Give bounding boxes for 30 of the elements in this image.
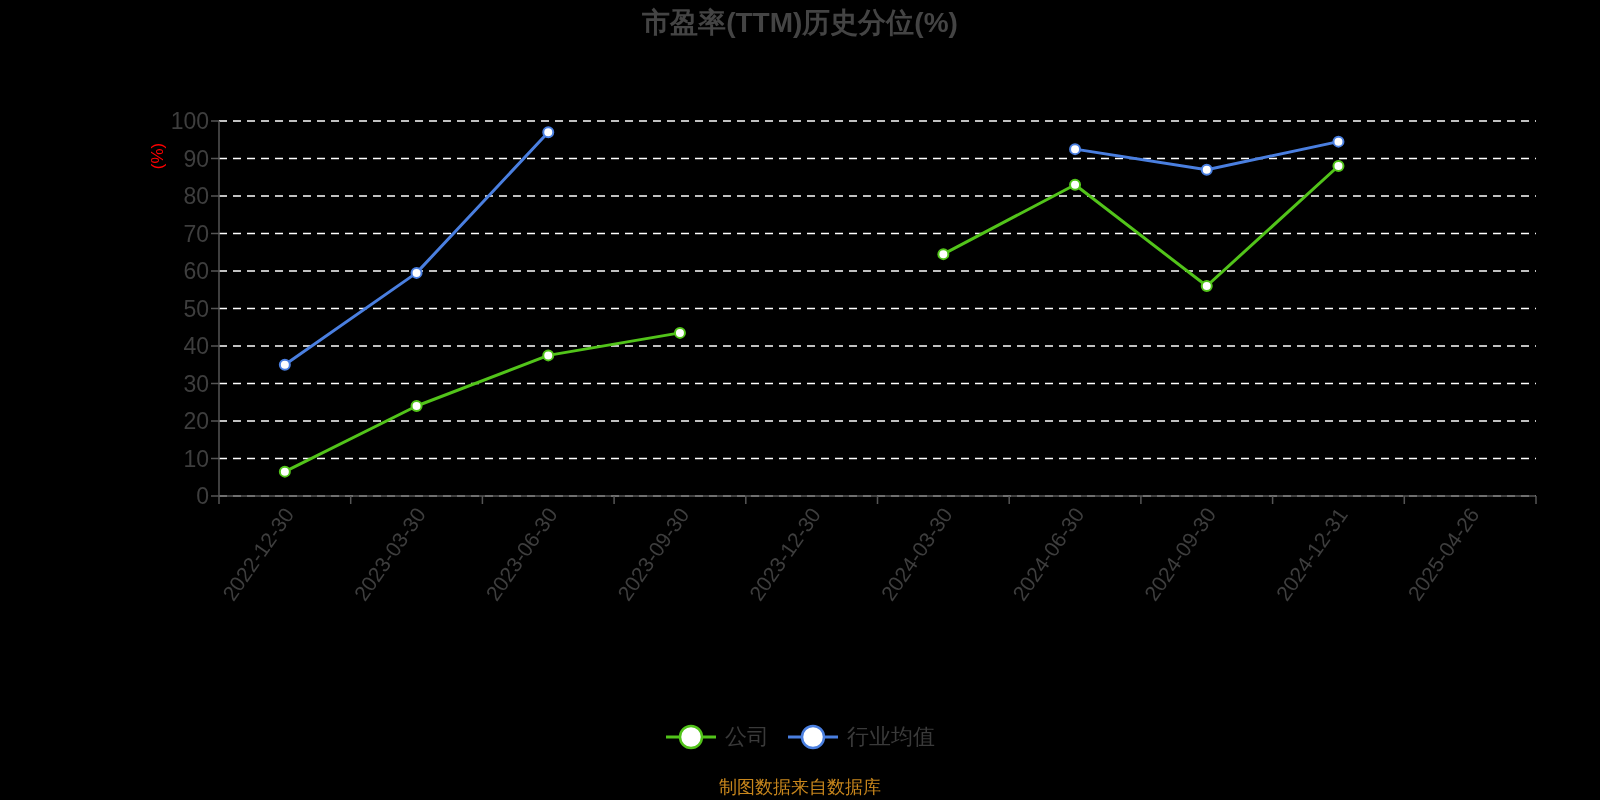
chart-title: 市盈率(TTM)历史分位(%): [641, 6, 959, 40]
y-tick-label: 100: [170, 108, 209, 135]
y-tick-label: 10: [183, 445, 209, 472]
point: [1332, 160, 1345, 172]
y-tick-label: 70: [183, 220, 209, 247]
point: [937, 248, 950, 261]
y-tick-label: 60: [183, 258, 209, 285]
point: [278, 465, 291, 478]
y-tick-label: 50: [183, 295, 209, 322]
point: [542, 349, 555, 362]
point: [1200, 163, 1213, 176]
point: [1069, 178, 1082, 191]
point: [278, 358, 291, 371]
point: [1200, 280, 1213, 292]
legend-label: 行业均值: [847, 723, 935, 751]
legend-label: 公司: [725, 723, 769, 751]
point: [410, 400, 423, 412]
y-tick-label: 90: [183, 145, 209, 172]
text: 制图数据来自数据库: [718, 776, 882, 798]
point: [542, 126, 555, 139]
point: [1332, 135, 1345, 148]
point: [673, 326, 686, 339]
y-tick-label: 20: [183, 408, 209, 435]
point: [1069, 143, 1082, 156]
y-axis-title: (%): [148, 142, 168, 170]
y-tick-label: 30: [183, 370, 209, 397]
y-tick-label: 80: [183, 183, 209, 210]
y-tick-label: 40: [183, 333, 209, 360]
point: [410, 266, 423, 279]
y-tick-label: 0: [196, 483, 209, 510]
